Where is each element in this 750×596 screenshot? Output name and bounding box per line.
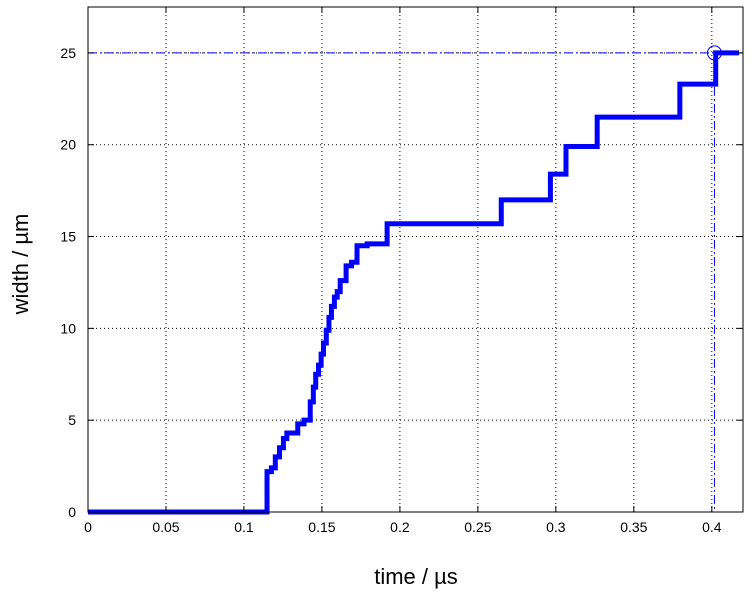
y-tick-label: 5 — [68, 412, 76, 428]
reference-lines — [88, 52, 743, 512]
x-tick-label: 0 — [84, 519, 92, 535]
grid-lines — [88, 7, 743, 512]
y-axis-label: width / µm — [8, 214, 33, 316]
axes-box — [87, 6, 744, 513]
x-tick-label: 0.1 — [234, 519, 254, 535]
tick-labels: 0 0.05 0.1 0.15 0.2 0.25 0.3 0.35 0.4 0 5 10 15 20 25 — [60, 45, 721, 535]
x-tick-label: 0.15 — [308, 519, 335, 535]
x-tick-label: 0.3 — [546, 519, 566, 535]
endpoint-marker — [706, 45, 722, 61]
series-line-0 — [88, 50, 740, 515]
marker-layer — [706, 45, 722, 61]
y-tick-label: 15 — [60, 229, 76, 245]
x-axis-label: time / µs — [374, 564, 458, 589]
x-tick-label: 0.35 — [620, 519, 647, 535]
y-tick-label: 25 — [60, 45, 76, 61]
plot-frame — [87, 6, 744, 513]
x-tick-label: 0.05 — [152, 519, 179, 535]
plot-background — [88, 7, 743, 512]
x-tick-label: 0.2 — [390, 519, 410, 535]
series-layer — [88, 50, 740, 515]
x-tick-label: 0.4 — [702, 519, 722, 535]
y-tick-label: 20 — [60, 137, 76, 153]
x-tick-label: 0.25 — [464, 519, 491, 535]
y-tick-label: 0 — [68, 504, 76, 520]
y-tick-label: 10 — [60, 320, 76, 336]
